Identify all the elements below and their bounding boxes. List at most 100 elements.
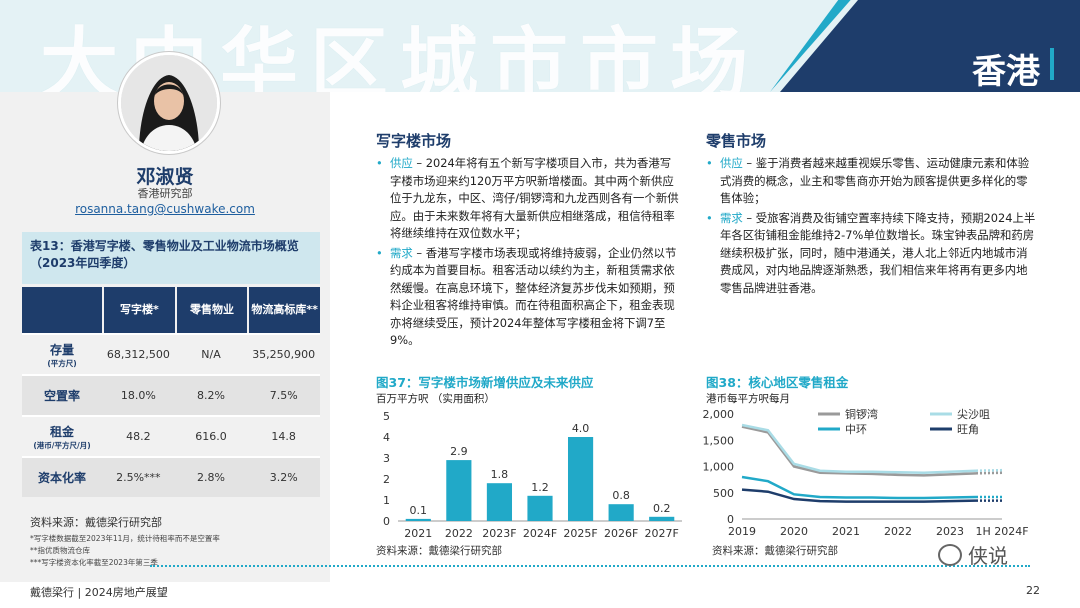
table-header-row: 写字楼* 零售物业 物流高标库** — [22, 287, 320, 333]
region-label: 香港 — [972, 52, 1040, 92]
table-cell: 2.5%*** — [116, 471, 161, 484]
table-header-logistics: 物流高标库** — [247, 287, 320, 333]
y-tick-label: 2,000 — [703, 408, 735, 421]
bar — [405, 518, 431, 521]
office-section-title: 写字楼市场 — [376, 132, 452, 150]
bar — [608, 504, 634, 521]
retail-section-title: 零售市场 — [706, 132, 767, 150]
table-header-blank — [22, 287, 102, 333]
x-tick-label: 2023 — [936, 525, 964, 538]
chart37-source: 资料来源：戴德梁行研究部 — [376, 545, 502, 557]
x-tick-label: 2027F — [645, 527, 679, 540]
table-cell: 35,250,900 — [252, 348, 316, 361]
wechat-icon — [938, 544, 962, 566]
table-row: 租金 (港币/平方尺/月) 48.2 616.0 14.8 — [22, 415, 320, 456]
watermark: 侠说 — [968, 544, 1008, 568]
list-item: 供应 – 2024年将有五个新写字楼项目入市，共为香港写字楼市场迎来约120万平… — [376, 155, 680, 243]
y-tick-label: 4 — [383, 431, 390, 444]
retail-bullets: 供应 – 鉴于消费者越来越重视娱乐零售、运动健康元素和体验式消费的概念，业主和零… — [706, 155, 1036, 299]
data-label: 2.9 — [450, 445, 468, 458]
x-tick-label: 2025F — [563, 527, 597, 540]
bullet-text: – 受旅客消费及街铺空置率持续下降支持，预期2024上半年各区街铺租金能维持2-… — [720, 210, 1036, 295]
y-tick-label: 0 — [727, 513, 734, 526]
bullet-text: – 2024年将有五个新写字楼项目入市，共为香港写字楼市场迎来约120万平方呎新… — [390, 156, 679, 240]
x-tick-label: 2022 — [445, 527, 473, 540]
chart38-source: 资料来源：戴德梁行研究部 — [712, 545, 838, 557]
series-line — [741, 475, 977, 500]
data-label: 1.8 — [491, 468, 509, 481]
bullet-keyword: 需求 — [390, 245, 413, 260]
chart38-svg: 0 500 1,000 1,500 2,000 2019 2020 2021 2022 2023 1… — [703, 407, 1029, 538]
x-tick-label: 2021 — [832, 525, 860, 538]
series-line — [741, 425, 977, 477]
row-label: 租金 — [49, 424, 74, 439]
y-tick-label: 1,500 — [703, 434, 735, 447]
table-cell: 18.0% — [120, 389, 156, 402]
row-header: 资本化率 — [22, 458, 102, 497]
table-title: 表13：香港写字楼、零售物业及工业物流市场概览（2023年四季度） — [22, 232, 320, 284]
chart37-title: 图37：写字楼市场新增供应及未来供应 — [376, 375, 594, 390]
footer-divider — [150, 565, 1030, 567]
avatar — [118, 52, 220, 154]
chart37-unit: 百万平方呎 （实用面积） — [376, 393, 495, 405]
row-sublabel: (平方尺) — [47, 358, 77, 368]
office-bullets: 供应 – 2024年将有五个新写字楼项目入市，共为香港写字楼市场迎来约120万平… — [376, 155, 680, 352]
row-label: 资本化率 — [37, 471, 86, 485]
chart37-svg: 0 1 2 3 4 5 0.1 2021 2.9 2022 1.8 2023F 1.2 2024F 4.0 2… — [383, 410, 682, 540]
data-label: 1.2 — [531, 481, 549, 494]
bar — [527, 495, 553, 521]
row-label: 空置率 — [43, 389, 80, 403]
legend-label: 中环 — [845, 423, 867, 436]
x-tick-label: 2021 — [404, 527, 432, 540]
row-header: 空置率 — [22, 376, 102, 415]
list-item: 需求 – 受旅客消费及街铺空置率持续下降支持，预期2024上半年各区街铺租金能维… — [706, 210, 1036, 298]
y-tick-label: 5 — [383, 410, 390, 423]
person-portrait-icon — [121, 55, 217, 151]
profile-name: 邓淑贤 — [136, 166, 194, 188]
y-tick-label: 1 — [383, 494, 390, 507]
row-sublabel: (港币/平方尺/月) — [33, 440, 91, 450]
series-forecast-line — [975, 471, 1003, 475]
y-tick-label: 500 — [713, 487, 734, 500]
bar — [446, 460, 472, 521]
table-cell: 3.2% — [269, 471, 298, 484]
profile-role: 香港研究部 — [137, 187, 193, 200]
table-cell: 8.2% — [197, 389, 225, 402]
page-number: 22 — [1026, 584, 1040, 597]
series-line — [741, 423, 977, 475]
table-row: 存量 (平方尺) 68,312,500 N/A 35,250,900 — [22, 333, 320, 374]
series-line — [741, 488, 977, 503]
data-label: 4.0 — [572, 422, 590, 435]
bullet-keyword: 供应 — [390, 156, 413, 170]
chart38-unit: 港币每平方呎每月 — [706, 393, 790, 405]
y-tick-label: 0 — [383, 515, 390, 528]
table-cell: 48.2 — [126, 430, 151, 443]
row-header: 租金 (港币/平方尺/月) — [22, 417, 102, 456]
bullet-keyword: 需求 — [720, 210, 743, 225]
x-tick-label: 2022 — [884, 525, 912, 538]
header-banner: 大中华区城市市场 香港 — [0, 0, 1080, 92]
left-panel — [0, 92, 330, 582]
footnote: *写字楼数据截至2023年11月，统计待租率而不是空置率 — [30, 534, 220, 543]
row-label: 存量 — [49, 342, 74, 357]
legend-label: 旺角 — [957, 423, 979, 436]
profile-email-link[interactable]: rosanna.tang@cushwake.com — [75, 202, 255, 216]
y-tick-label: 2 — [383, 473, 390, 486]
market-overview-table: 写字楼* 零售物业 物流高标库** 存量 (平方尺) 68,312,500 N/A… — [22, 287, 320, 497]
y-tick-label: 3 — [383, 452, 390, 465]
table-cell: 2.8% — [197, 471, 225, 484]
table-row: 空置率 18.0% 8.2% 7.5% — [22, 374, 320, 415]
bullet-keyword: 供应 — [720, 156, 743, 170]
data-label: 0.8 — [612, 489, 630, 502]
table-row: 资本化率 2.5%*** 2.8% 3.2% — [22, 456, 320, 497]
table-cell: 14.8 — [271, 430, 296, 443]
table-cell: 616.0 — [195, 430, 227, 443]
y-tick-label: 1,000 — [703, 461, 735, 474]
x-tick-label: 2024F — [523, 527, 557, 540]
bullet-text: – 鉴于消费者越来越重视娱乐零售、运动健康元素和体验式消费的概念，业主和零售商亦… — [720, 156, 1030, 205]
table-cell: 68,312,500 — [106, 348, 170, 361]
legend-label: 铜锣湾 — [845, 407, 878, 421]
x-tick-label: 2019 — [728, 525, 756, 538]
bar — [649, 516, 675, 521]
table-cell: N/A — [201, 348, 221, 361]
